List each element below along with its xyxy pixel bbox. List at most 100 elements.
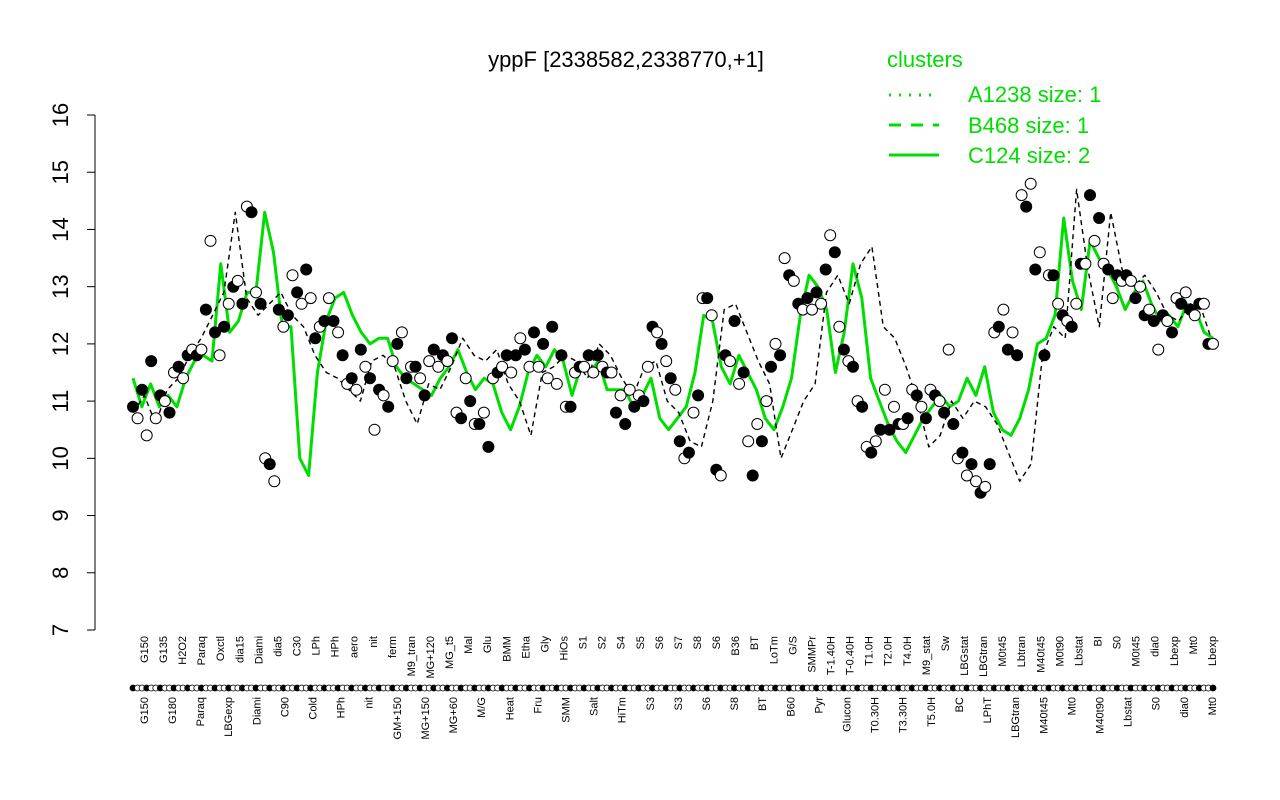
data-point	[787, 274, 800, 287]
data-point	[692, 389, 705, 402]
data-point	[322, 292, 335, 305]
data-point	[956, 446, 969, 459]
data-point	[819, 263, 832, 276]
data-point	[277, 320, 290, 333]
data-point	[1038, 349, 1051, 362]
x-label-upper: aero	[349, 636, 361, 658]
y-tick-label: 14	[48, 217, 73, 241]
data-point	[455, 412, 468, 425]
x-label-upper: Glu	[482, 636, 494, 653]
y-tick-label: 16	[48, 103, 73, 127]
data-point	[760, 395, 773, 408]
data-point	[359, 360, 372, 373]
data-point	[1015, 189, 1028, 202]
data-point	[938, 406, 951, 419]
x-label-lower: Diami	[251, 697, 263, 725]
data-point	[564, 400, 577, 413]
data-point	[199, 303, 212, 316]
data-point	[901, 412, 914, 425]
data-point	[1129, 292, 1142, 305]
data-point	[414, 372, 427, 385]
x-label-upper: MG_t5	[444, 636, 456, 669]
y-tick-label: 9	[48, 509, 73, 521]
data-point	[550, 377, 563, 390]
y-tick-label: 10	[48, 446, 73, 470]
data-point	[742, 435, 755, 448]
data-point	[755, 435, 768, 448]
data-point	[327, 315, 340, 327]
data-point	[423, 355, 436, 368]
data-point	[591, 349, 604, 362]
x-label-upper: Gly	[539, 636, 551, 653]
x-label-lower: S0	[1151, 697, 1163, 710]
x-axis: G150 G135 H2O2 Paraq Oxctl dia15 Diami dia5 C30 L…	[129, 635, 1219, 740]
data-point	[140, 429, 153, 442]
x-label-lower: B60	[785, 697, 797, 717]
data-point	[254, 297, 267, 310]
data-point	[514, 332, 527, 345]
data-point	[291, 286, 304, 299]
data-point	[1029, 263, 1042, 276]
data-point	[979, 480, 992, 493]
data-point	[272, 303, 285, 316]
data-point	[368, 423, 381, 436]
x-label-upper: M9_tran	[406, 636, 418, 676]
data-point	[263, 458, 276, 471]
data-point	[847, 360, 859, 373]
x-label-upper: T-0.40H	[845, 636, 857, 675]
x-label-upper: G150	[139, 636, 151, 663]
x-label-lower: T0.30H	[870, 697, 882, 733]
x-label-lower: BC	[954, 697, 966, 712]
x-label-upper: S6	[654, 636, 666, 649]
x-label-upper: H2O2	[177, 636, 189, 665]
data-point	[947, 418, 960, 430]
data-point	[377, 389, 390, 402]
y-tick-label: 13	[48, 274, 73, 298]
data-point	[268, 475, 281, 488]
x-label-lower: LBGexp	[223, 697, 235, 737]
data-point	[942, 343, 955, 356]
data-point	[605, 366, 618, 379]
data-point	[1143, 303, 1156, 316]
data-point	[751, 418, 764, 430]
x-label-upper: BMM	[501, 636, 513, 662]
x-label-lower: HiTm	[617, 697, 629, 723]
data-point	[1106, 292, 1119, 305]
data-point	[1079, 257, 1092, 270]
x-label-lower: C90	[279, 697, 291, 717]
x-label-upper: Mt0	[1188, 636, 1200, 654]
x-label-lower: LPhT	[982, 697, 994, 724]
x-label-lower: G150	[139, 697, 151, 724]
x-label-upper: nit	[368, 636, 380, 648]
x-label-upper: S4	[616, 636, 628, 649]
data-point	[746, 469, 759, 482]
x-label-upper: dia0	[1150, 636, 1162, 657]
data-point	[637, 395, 650, 408]
x-label-lower: Pyr	[813, 697, 825, 714]
data-point	[309, 332, 322, 345]
x-label-upper: C30	[292, 636, 304, 656]
x-label-lower: Mt0	[1066, 697, 1078, 715]
data-point	[518, 343, 531, 356]
data-point	[660, 355, 673, 368]
data-point	[177, 372, 190, 385]
data-point	[1188, 309, 1201, 322]
x-label-upper: T2.0H	[883, 636, 895, 666]
data-point	[687, 406, 700, 419]
data-point	[213, 349, 226, 362]
data-point	[131, 412, 144, 425]
x-label-upper: LBGtran	[978, 636, 990, 677]
data-point	[432, 360, 445, 373]
data-point	[910, 389, 923, 402]
data-point	[1207, 337, 1219, 350]
data-point	[1011, 349, 1024, 362]
x-label-upper: Mal	[463, 636, 475, 654]
data-point	[774, 349, 787, 362]
data-point	[158, 395, 171, 408]
x-label-lower: M/G	[476, 697, 488, 718]
chart-title: yppF [2338582,2338770,+1]	[488, 47, 764, 72]
data-point	[1179, 286, 1192, 299]
data-point	[1102, 263, 1115, 276]
data-point	[1070, 297, 1083, 310]
data-point	[869, 435, 882, 448]
